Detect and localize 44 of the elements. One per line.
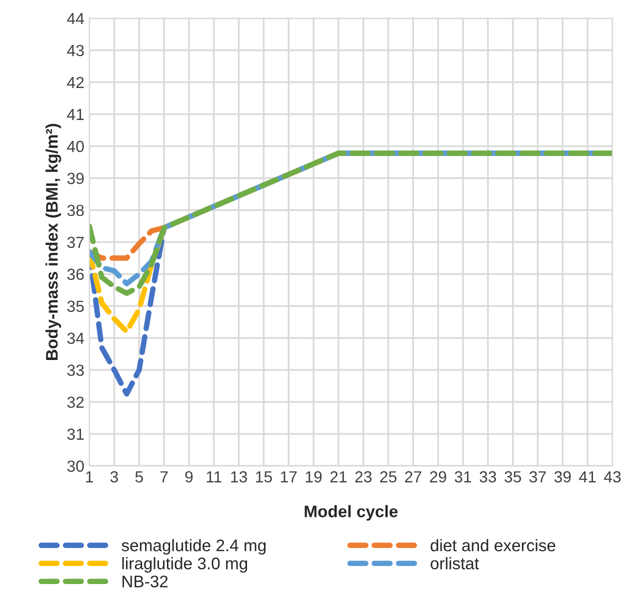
y-tick-label: 38 [67, 204, 84, 216]
x-tick-label: 1 [86, 471, 93, 482]
y-axis-title: Body-mass index (BMI, kg/m²) [46, 124, 62, 360]
x-tick-label: 23 [355, 471, 372, 482]
x-tick-label: 35 [504, 471, 522, 482]
x-tick-label: 33 [480, 471, 496, 482]
x-tick-label: 37 [529, 471, 546, 482]
x-tick-label: 27 [405, 471, 422, 482]
x-tick-label: 15 [256, 471, 272, 482]
x-tick-label: 5 [135, 471, 143, 482]
y-tick-label: 32 [67, 396, 84, 408]
y-tick-label: 36 [67, 268, 84, 280]
legend-label: semaglutide 2.4 mg [122, 539, 266, 555]
x-tick-label: 19 [306, 471, 322, 482]
x-tick-label: 29 [430, 471, 446, 482]
x-axis-title: Model cycle [304, 505, 398, 521]
y-tick-label: 43 [67, 44, 84, 56]
y-tick-label: 37 [67, 236, 84, 248]
y-tick-label: 42 [67, 76, 84, 88]
x-tick-label: 39 [554, 471, 571, 482]
x-tick-label: 9 [185, 471, 193, 482]
x-tick-label: 7 [160, 471, 168, 482]
x-tick-label: 17 [280, 471, 297, 482]
y-tick-label: 33 [67, 364, 84, 376]
x-tick-label: 11 [206, 471, 222, 482]
legend-label: liraglutide 3.0 mg [122, 557, 248, 573]
y-tick-label: 31 [67, 428, 84, 440]
legend-label: diet and exercise [430, 539, 556, 552]
y-tick-label: 40 [67, 140, 84, 152]
y-tick-label: 35 [67, 300, 84, 312]
legend-label: orlistat [430, 557, 479, 570]
x-tick-label: 21 [330, 471, 347, 482]
y-tick-label: 41 [67, 108, 84, 120]
x-tick-label: 43 [604, 471, 621, 482]
x-tick-label: 13 [231, 471, 247, 482]
x-tick-label: 25 [380, 471, 396, 482]
y-tick-label: 39 [67, 172, 84, 184]
y-tick-label: 44 [67, 13, 84, 24]
y-tick-label: 30 [67, 460, 84, 472]
x-tick-label: 31 [454, 471, 472, 482]
legend-label: NB-32 [122, 576, 168, 588]
x-tick-label: 3 [110, 471, 118, 482]
x-tick-label: 41 [579, 471, 596, 482]
y-tick-label: 34 [67, 332, 84, 344]
